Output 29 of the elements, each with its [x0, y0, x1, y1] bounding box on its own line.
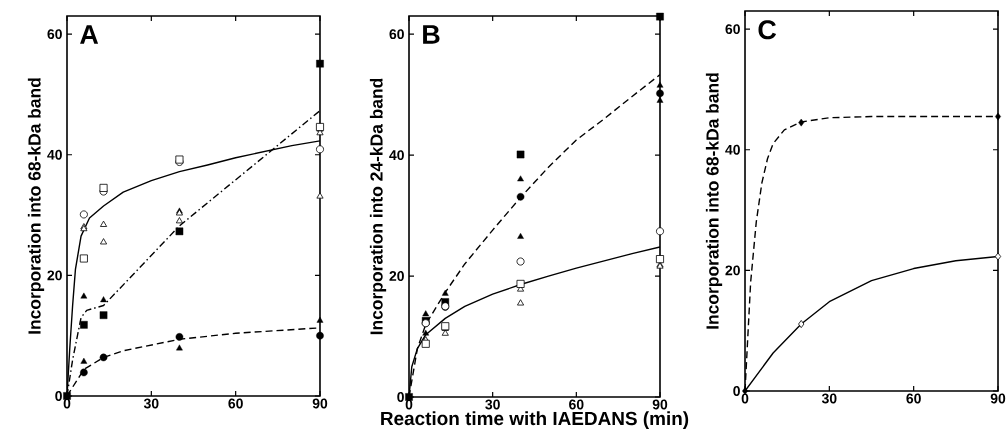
y-tick-label: 40 [725, 144, 740, 155]
x-tick-label: 30 [485, 399, 500, 410]
x-tick-label: 30 [821, 393, 837, 404]
x-tick-label: 30 [143, 398, 159, 409]
y-axis-title: Incorporation into 68-kDa band [705, 73, 723, 329]
y-tick-label: 20 [47, 270, 62, 281]
y-tick-label: 0 [733, 386, 740, 396]
y-tick-label: 40 [47, 149, 62, 160]
y-tick-label: 60 [389, 29, 404, 40]
x-tick-label: 90 [312, 398, 328, 409]
chart-title: A [80, 25, 99, 44]
x-tick-label: 60 [569, 399, 584, 410]
y-tick-label: 20 [725, 265, 740, 276]
x-tick-label: 90 [990, 393, 1006, 404]
x-tick-label: 60 [228, 398, 243, 409]
y-tick-label: 60 [47, 29, 62, 40]
y-axis-title: Incorporation into 68-kDa band [27, 78, 45, 334]
x-tick-label: 0 [741, 393, 749, 404]
y-axis-title: Incorporation into 24-kDa band [369, 78, 387, 335]
chart-title: C [758, 20, 777, 40]
y-tick-label: 40 [389, 150, 404, 161]
y-tick-label: 60 [725, 24, 740, 35]
chart-title: B [423, 25, 440, 44]
x-axis-title: Reaction time with IAEDANS (min) [381, 411, 689, 429]
x-tick-label: 60 [906, 393, 921, 404]
x-tick-label: 0 [63, 398, 71, 409]
y-tick-label: 20 [389, 271, 404, 281]
x-tick-label: 90 [652, 399, 668, 410]
x-tick-label: 0 [405, 399, 413, 410]
